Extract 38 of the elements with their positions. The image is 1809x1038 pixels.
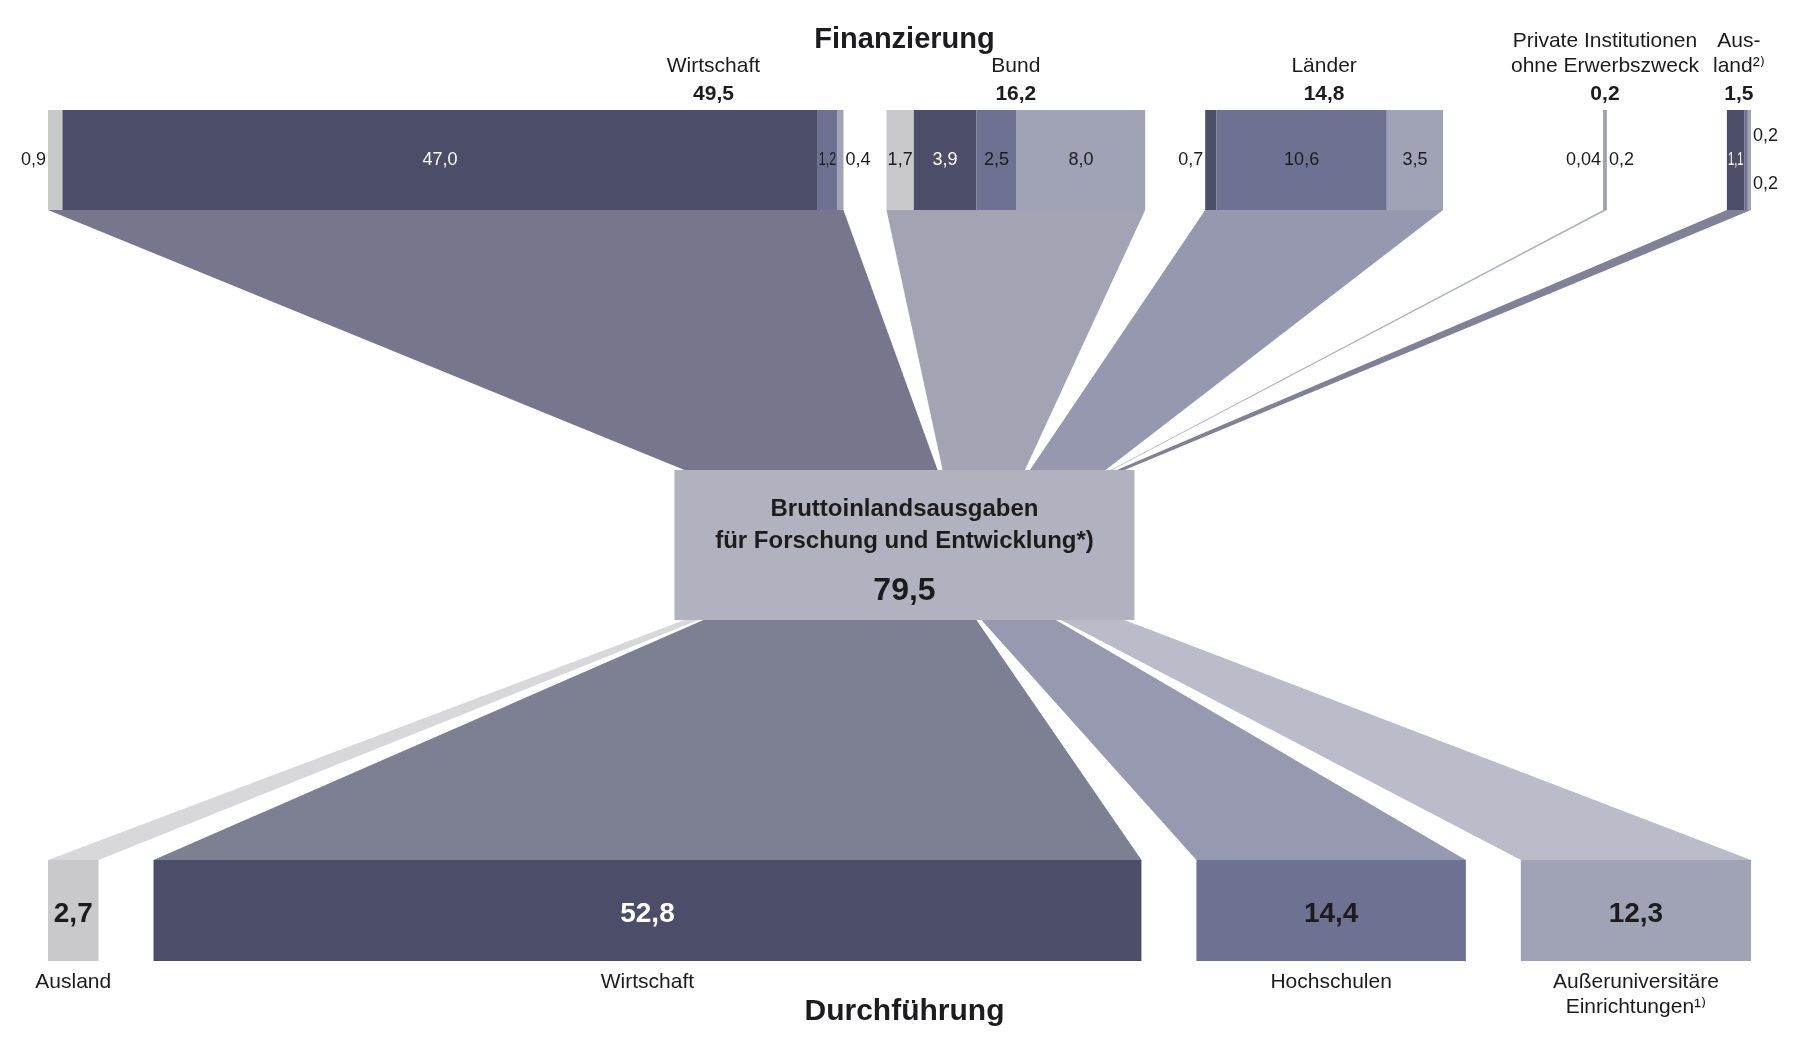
data-label: 8,0 (1068, 148, 1094, 169)
data-label: 1,2 (818, 148, 837, 169)
data-label: 0,9 (20, 148, 46, 169)
data-label: 2,5 (984, 148, 1010, 169)
data-label: 0,4 (845, 148, 871, 169)
category-label: Ausland (35, 969, 112, 992)
category-label: Länder (1291, 53, 1357, 76)
category-label: Wirtschaft (600, 969, 695, 992)
data-label: 0,2 (1753, 124, 1779, 145)
text: 16,2 (995, 81, 1037, 104)
text: Bruttoinlandsausgaben für Forschung und Entwicklung*) (715, 494, 1094, 553)
data-label: 1,1 (1727, 148, 1744, 169)
text: 49,5 (693, 81, 734, 104)
text: 0,2 (1590, 81, 1620, 104)
text: Finanzierung (814, 22, 995, 54)
data-label: 0,04 (1565, 148, 1602, 169)
text: 1,5 (1724, 81, 1754, 104)
category-label: Hochschulen (1270, 969, 1392, 992)
data-label: 2,7 (53, 897, 93, 929)
text: 79,5 (873, 571, 936, 607)
text: Durchführung (804, 993, 1005, 1026)
text: 14,8 (1303, 81, 1345, 104)
category-label: Wirtschaft (666, 53, 761, 76)
data-label: 3,9 (932, 148, 958, 169)
category-label: Bund (991, 53, 1041, 76)
data-label: 12,3 (1608, 897, 1664, 929)
data-label: 1,7 (887, 148, 913, 169)
category-label: Aus- land²⁾ (1713, 28, 1765, 76)
category-label: Private Institutionen ohne Erwerbszweck (1511, 28, 1700, 76)
data-label: 0,2 (1753, 172, 1779, 193)
data-label: 0,7 (1178, 148, 1204, 169)
category-label: Außeruniversitäre Einrichtungen¹⁾ (1553, 969, 1719, 1017)
data-label: 3,5 (1402, 148, 1428, 169)
data-label: 52,8 (620, 897, 675, 929)
data-label: 0,2 (1608, 148, 1634, 169)
data-label: 47,0 (422, 148, 458, 169)
data-label: 14,4 (1303, 897, 1359, 929)
data-label: 10,6 (1284, 148, 1320, 169)
